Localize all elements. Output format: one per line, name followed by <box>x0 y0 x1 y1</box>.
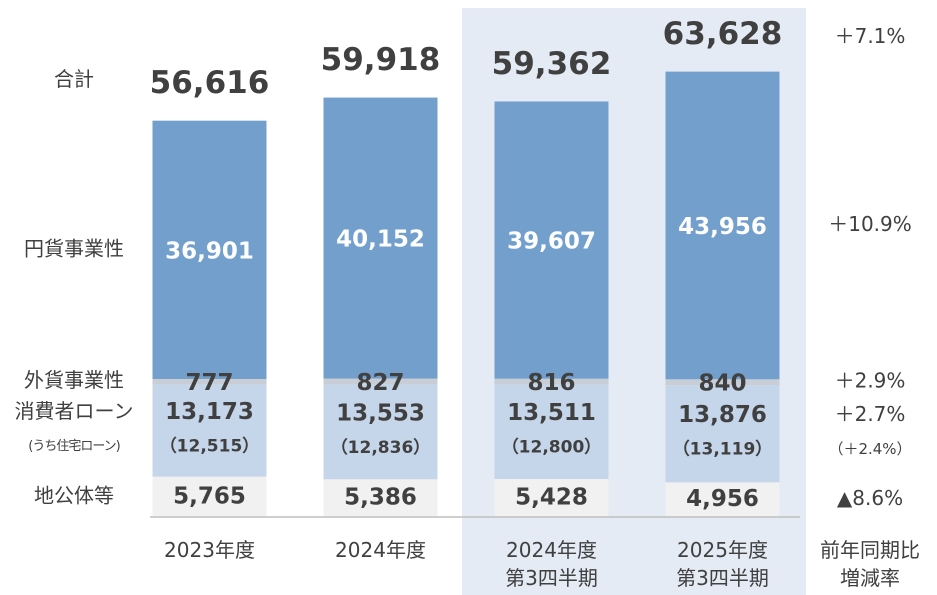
bar-segment <box>494 101 609 379</box>
series-name: 外貨事業性 <box>24 368 124 392</box>
value-label: 13,876 <box>678 402 767 428</box>
value-label: 4,956 <box>686 486 759 512</box>
bar-segment <box>494 384 609 480</box>
bar-segment <box>665 71 780 380</box>
value-label: 43,956 <box>678 214 767 240</box>
bar-segment <box>665 379 780 386</box>
change-label: ＋2.7% <box>835 402 906 426</box>
sub-series-name: (うち住宅ローン) <box>28 439 120 454</box>
sub-value-label: （12,836） <box>331 437 431 458</box>
bar-segment <box>152 384 267 477</box>
series-name: 消費者ローン <box>15 399 134 423</box>
total-change: ＋7.1% <box>835 24 906 48</box>
series-name: 地公体等 <box>34 483 114 507</box>
total-name: 合計 <box>54 67 94 91</box>
value-label: 39,607 <box>507 229 596 255</box>
bar-segment <box>665 482 780 517</box>
sub-change-label: （＋2.4%） <box>828 440 911 458</box>
bar-segment <box>152 476 267 517</box>
value-label: 816 <box>527 370 575 396</box>
bar-segment <box>323 479 438 517</box>
bar-segment <box>323 378 438 385</box>
bar-segment <box>152 378 267 385</box>
total-label: 63,628 <box>663 16 783 52</box>
sub-value-label: （13,119） <box>673 439 773 460</box>
bar-segment <box>323 384 438 480</box>
x-tick-label: 2024年度 第3四半期 <box>505 538 598 590</box>
x-tick-label: 2025年度 第3四半期 <box>676 538 769 590</box>
change-label: ▲8.6% <box>837 486 903 510</box>
bar-segment <box>494 378 609 385</box>
sub-value-label: （12,800） <box>502 437 602 458</box>
sub-value-label: （12,515） <box>160 436 260 457</box>
change-header: 前年同期比 増減率 <box>820 538 920 590</box>
total-label: 56,616 <box>150 65 270 101</box>
value-label: 5,765 <box>173 483 246 509</box>
value-label: 840 <box>698 371 746 397</box>
bar-segment <box>494 479 609 517</box>
value-label: 827 <box>356 370 404 396</box>
value-label: 13,511 <box>507 400 596 426</box>
x-tick-label: 2023年度 <box>164 538 255 562</box>
value-label: 777 <box>185 370 233 396</box>
bar-segment <box>152 120 267 379</box>
change-label: ＋10.9% <box>828 212 912 236</box>
change-label: ＋2.9% <box>835 369 906 393</box>
total-label: 59,362 <box>492 46 612 82</box>
value-label: 13,553 <box>336 400 425 426</box>
bar-segment <box>665 385 780 483</box>
value-label: 5,386 <box>344 485 417 511</box>
value-label: 13,173 <box>165 399 254 425</box>
value-label: 5,428 <box>515 485 588 511</box>
bar-segment <box>323 97 438 379</box>
value-label: 36,901 <box>165 238 254 264</box>
total-label: 59,918 <box>321 42 441 78</box>
x-tick-label: 2024年度 <box>335 538 426 562</box>
value-label: 40,152 <box>336 227 425 253</box>
series-name: 円貨事業性 <box>24 236 124 260</box>
